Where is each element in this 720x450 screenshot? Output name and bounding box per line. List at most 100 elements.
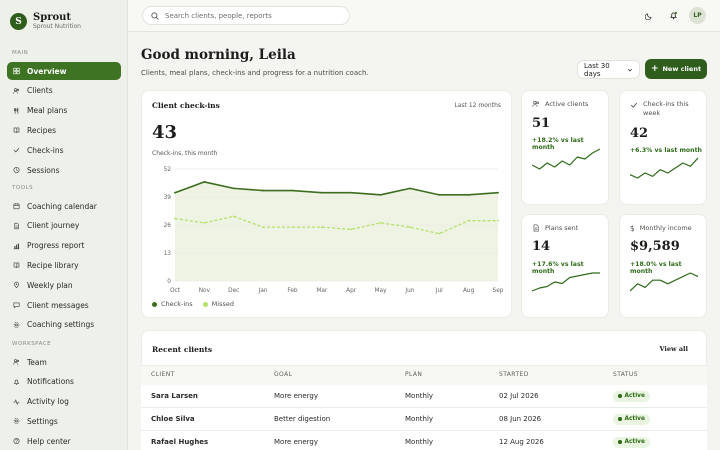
kpi-delta: +18.2% vs last month — [532, 137, 584, 151]
data-point — [232, 187, 235, 190]
clock-icon — [13, 167, 20, 174]
data-point — [262, 226, 264, 229]
table-row[interactable] — [141, 385, 707, 407]
row-divider — [141, 407, 707, 408]
sidebar-item-team[interactable]: Team — [7, 353, 121, 371]
sidebar-item-coaching-calendar[interactable]: Coaching calendar — [7, 197, 121, 215]
sidebar-item-label: Sessions — [27, 165, 60, 175]
notifications-button[interactable] — [665, 7, 682, 24]
data-point — [174, 191, 176, 194]
x-tick-label: Jul — [435, 288, 443, 294]
data-point — [438, 232, 441, 235]
table-row[interactable] — [141, 431, 707, 450]
legend-checkins-label: Check-ins — [161, 300, 193, 308]
sidebar-item-clients[interactable]: Clients — [7, 82, 121, 100]
sidebar-item-help-center[interactable]: Help center — [7, 432, 121, 450]
activity-icon — [13, 398, 20, 405]
row-divider — [141, 430, 707, 431]
brand-name: Sprout — [33, 12, 72, 23]
table-row[interactable] — [141, 408, 707, 430]
kpi-card-monthly-income[interactable]: $ Monthly income $9,589 +18.0% vs last m… — [619, 214, 707, 318]
sidebar-item-notifications[interactable]: Notifications — [7, 373, 121, 391]
date-range-select[interactable]: Last 30 days — [577, 60, 640, 79]
sidebar-item-label: Notifications — [27, 377, 74, 387]
view-all-link[interactable]: View all — [659, 345, 688, 353]
data-point — [467, 193, 470, 196]
sidebar-section-label: WORKSPACE — [12, 341, 52, 347]
sidebar-item-activity-log[interactable]: Activity log — [7, 393, 121, 411]
sidebar-item-meal-plans[interactable]: Meal plans — [7, 102, 121, 120]
pin-icon — [13, 281, 20, 289]
kpi-label-text: Plans sent — [545, 224, 579, 232]
sidebar-item-client-journey[interactable]: Client journey — [7, 217, 121, 235]
data-point — [497, 191, 499, 194]
table-header — [141, 365, 707, 385]
client-name: Sara Larsen — [151, 392, 198, 400]
data-point — [320, 191, 323, 194]
new-client-button[interactable]: + New client — [645, 59, 707, 79]
search-input[interactable]: Search clients, people, reports — [142, 6, 350, 25]
kpi-sparkline — [630, 272, 698, 292]
x-tick-label: Feb — [287, 288, 298, 294]
column-header-goal: GOAL — [274, 371, 293, 378]
status-badge: Active — [613, 390, 650, 402]
x-tick-label: Nov — [199, 288, 211, 294]
sidebar-item-client-messages[interactable]: Client messages — [7, 296, 121, 314]
sidebar-item-check-ins[interactable]: Check-ins — [7, 141, 121, 159]
checkins-card: Client check-ins Last 12 months 43 Check… — [141, 90, 512, 318]
column-header-status: STATUS — [613, 371, 638, 378]
sidebar-item-label: Recipe library — [27, 260, 79, 270]
sidebar-item-label: Help center — [27, 436, 71, 446]
kpi-delta: +6.3% vs last month — [630, 147, 702, 154]
theme-toggle-button[interactable] — [640, 7, 657, 24]
sidebar-item-recipe-library[interactable]: Recipe library — [7, 256, 121, 274]
x-tick-label: Jun — [404, 288, 414, 294]
client-name: Rafael Hughes — [151, 438, 209, 446]
column-header-plan: PLAN — [405, 371, 423, 378]
kpi-card-plans-sent[interactable]: Plans sent 14 +17.6% vs last month — [521, 214, 609, 318]
moon-icon — [644, 13, 651, 20]
kpi-sparkline — [532, 148, 600, 170]
client-goal: More energy — [274, 438, 318, 446]
plus-icon: + — [650, 63, 659, 74]
new-client-label: New client — [662, 65, 702, 73]
kpi-delta: +18.0% vs last month — [630, 261, 682, 275]
sidebar-item-sessions[interactable]: Sessions — [7, 161, 121, 179]
x-tick-label: Oct — [170, 288, 181, 294]
sidebar-item-progress-report[interactable]: Progress report — [7, 237, 121, 255]
gear-icon — [13, 418, 20, 425]
sidebar-section-label: MAIN — [12, 50, 29, 56]
sidebar-item-settings[interactable]: Settings — [7, 412, 121, 430]
data-point — [203, 181, 206, 183]
topbar: Search clients, people, reports LP — [128, 0, 720, 32]
y-tick-label: 26 — [164, 223, 172, 229]
client-goal: More energy — [274, 392, 318, 400]
avatar[interactable]: LP — [689, 7, 706, 24]
data-point — [350, 191, 353, 194]
data-point — [320, 226, 323, 229]
client-plan: Monthly — [405, 392, 434, 400]
kpi-sparkline — [532, 272, 600, 292]
sidebar-item-weekly-plan[interactable]: Weekly plan — [7, 276, 121, 294]
kpi-card-checkins-week[interactable]: Check-ins this week 42 +6.3% vs last mon… — [619, 90, 707, 205]
sidebar-item-label: Overview — [27, 66, 67, 76]
sparkline-path — [630, 157, 698, 179]
client-started: 02 Jul 2026 — [499, 392, 539, 400]
brand[interactable]: S Sprout Sprout Nutrition — [10, 12, 81, 31]
kpi-label: $ Monthly income — [630, 224, 692, 233]
x-tick-label: Apr — [346, 288, 357, 294]
sidebar-item-recipes[interactable]: Recipes — [7, 121, 121, 139]
search-placeholder: Search clients, people, reports — [165, 11, 272, 20]
kpi-card-active-clients[interactable]: Active clients 51 +18.2% vs last month — [521, 90, 609, 205]
column-header-started: STARTED — [499, 371, 529, 378]
date-range-value: Last 30 days — [584, 61, 610, 78]
users-icon — [13, 87, 20, 94]
brand-logo: S — [10, 13, 27, 30]
data-point — [379, 221, 382, 224]
x-tick-label: Aug — [463, 288, 475, 294]
sidebar-item-coaching-settings[interactable]: Coaching settings — [7, 316, 121, 334]
sidebar-item-overview[interactable]: Overview — [7, 62, 121, 80]
document-icon — [13, 222, 20, 229]
checkins-period: Last 12 months — [454, 102, 501, 109]
grid-icon — [13, 67, 20, 75]
